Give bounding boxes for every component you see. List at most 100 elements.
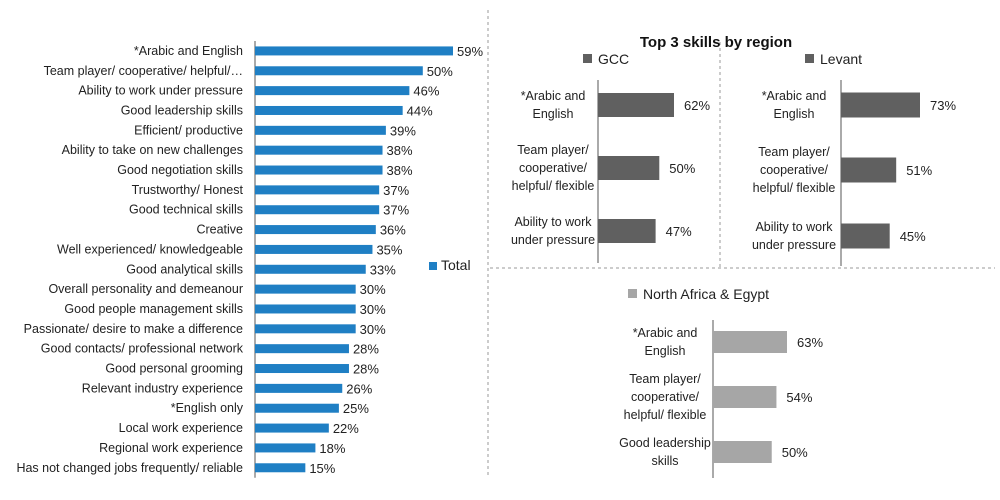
gcc-category-label: *Arabic and [521, 89, 586, 103]
total-category-label: Creative [196, 223, 243, 237]
levant-bar [841, 223, 890, 249]
total-category-label: Ability to take on new challenges [62, 143, 243, 157]
gcc-bar [598, 156, 660, 180]
north-africa-legend-swatch [628, 289, 637, 298]
total-category-label: Good personal grooming [105, 362, 243, 376]
total-category-label: Passionate/ desire to make a difference [24, 322, 243, 336]
levant-category-label: under pressure [752, 238, 836, 252]
total-bar [255, 364, 349, 374]
total-category-label: Overall personality and demeanour [48, 282, 243, 296]
gcc-value-label: 47% [666, 224, 692, 239]
levant-category-label: English [774, 107, 815, 121]
total-value-label: 37% [383, 183, 409, 198]
total-bar [255, 145, 383, 155]
total-legend-label: Total [441, 257, 471, 273]
total-value-label: 59% [457, 44, 483, 59]
total-bar [255, 264, 366, 274]
gcc-bar [598, 93, 674, 117]
total-value-label: 18% [319, 441, 345, 456]
gcc-bar [598, 219, 656, 243]
gcc-category-label: Team player/ [517, 143, 589, 157]
total-category-label: *English only [171, 401, 244, 415]
total-category-label: Regional work experience [99, 441, 243, 455]
total-value-label: 26% [346, 381, 372, 396]
gcc-legend-label: GCC [598, 51, 629, 67]
north-africa-category-label: Good leadership [619, 436, 711, 450]
total-category-label: Well experienced/ knowledgeable [57, 242, 243, 256]
total-value-label: 44% [407, 103, 433, 118]
north-africa-bar [713, 331, 787, 353]
total-value-label: 46% [413, 84, 439, 99]
total-category-label: *Arabic and English [134, 44, 243, 58]
total-bar [255, 443, 316, 453]
levant-value-label: 45% [900, 229, 926, 244]
total-bar [255, 185, 380, 195]
north-africa-value-label: 54% [786, 390, 812, 405]
total-bar [255, 125, 386, 135]
total-value-label: 25% [343, 401, 369, 416]
total-category-label: Good negotiation skills [117, 163, 243, 177]
north-africa-category-label: helpful/ flexible [624, 408, 707, 422]
north-africa-value-label: 63% [797, 335, 823, 350]
total-bar [255, 403, 339, 413]
total-bar [255, 423, 329, 433]
levant-bar [841, 92, 920, 118]
total-category-label: Good analytical skills [126, 262, 243, 276]
total-value-label: 38% [387, 143, 413, 158]
north-africa-category-label: Team player/ [629, 372, 701, 386]
total-bar [255, 463, 306, 473]
levant-category-label: Ability to work [755, 220, 833, 234]
total-value-label: 30% [360, 302, 386, 317]
total-value-label: 50% [427, 64, 453, 79]
total-value-label: 15% [309, 461, 335, 476]
north-africa-category-label: cooperative/ [631, 390, 700, 404]
north-africa-bar [713, 441, 772, 463]
total-bar [255, 86, 410, 96]
levant-value-label: 51% [906, 163, 932, 178]
total-category-label: Relevant industry experience [82, 381, 243, 395]
total-value-label: 22% [333, 421, 359, 436]
total-bar [255, 105, 403, 115]
total-category-label: Ability to work under pressure [78, 84, 243, 98]
north-africa-category-label: skills [651, 454, 678, 468]
levant-legend-label: Levant [820, 51, 862, 67]
north-africa-value-label: 50% [782, 445, 808, 460]
total-value-label: 36% [380, 223, 406, 238]
total-value-label: 28% [353, 362, 379, 377]
total-bar [255, 304, 356, 314]
levant-category-label: helpful/ flexible [753, 181, 836, 195]
gcc-value-label: 62% [684, 98, 710, 113]
total-category-label: Good leadership skills [121, 103, 243, 117]
levant-value-label: 73% [930, 98, 956, 113]
total-value-label: 28% [353, 342, 379, 357]
total-legend-swatch [429, 262, 437, 270]
total-value-label: 33% [370, 262, 396, 277]
gcc-category-label: helpful/ flexible [512, 179, 595, 193]
total-category-label: Efficient/ productive [134, 123, 243, 137]
total-bar [255, 284, 356, 294]
total-category-label: Good contacts/ professional network [41, 342, 244, 356]
total-category-label: Trustworthy/ Honest [132, 183, 244, 197]
gcc-category-label: under pressure [511, 233, 595, 247]
total-category-label: Local work experience [119, 421, 243, 435]
total-bar [255, 225, 376, 235]
total-bar [255, 46, 453, 56]
levant-category-label: *Arabic and [762, 89, 827, 103]
total-bar [255, 205, 380, 215]
north-africa-bar [713, 386, 777, 408]
total-bar [255, 383, 343, 393]
total-category-label: Good technical skills [129, 203, 243, 217]
total-value-label: 38% [387, 163, 413, 178]
total-bar [255, 244, 373, 254]
levant-category-label: cooperative/ [760, 163, 829, 177]
north-africa-category-label: *Arabic and [633, 326, 698, 340]
total-bar [255, 324, 356, 334]
levant-category-label: Team player/ [758, 145, 830, 159]
total-category-label: Good people management skills [64, 302, 243, 316]
total-bar [255, 66, 423, 76]
regional-title: Top 3 skills by region [640, 34, 792, 51]
total-value-label: 39% [390, 123, 416, 138]
north-africa-legend-label: North Africa & Egypt [643, 286, 769, 302]
north-africa-category-label: English [645, 344, 686, 358]
